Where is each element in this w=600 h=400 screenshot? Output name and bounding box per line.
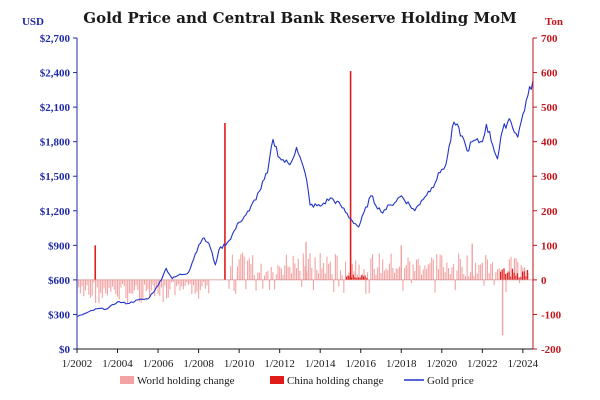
x-tick-label: 1/2012	[264, 358, 295, 370]
x-tick-label: 1/2018	[386, 358, 417, 370]
x-tick-label: 1/2008	[183, 358, 214, 370]
left-tick-label: $2,700	[40, 33, 71, 45]
right-tick-label: 700	[541, 33, 558, 45]
axes: $0 $300 $600 $900 $1,200 $1,500 $1,800 $2,100 $2…	[40, 33, 562, 370]
x-tick-label: 1/2016	[345, 358, 376, 370]
left-tick-label: $0	[59, 344, 71, 356]
x-tick-label: 1/2002	[62, 358, 93, 370]
left-tick-label: $300	[48, 309, 71, 321]
right-tick-label: -100	[541, 309, 562, 321]
legend-label: Gold price	[427, 375, 474, 387]
x-tick-label: 1/2004	[102, 358, 133, 370]
left-tick-label: $1,200	[40, 206, 71, 218]
x-tick-label: 1/2010	[224, 358, 255, 370]
plot-area	[76, 71, 534, 336]
legend: World holding change China holding change…	[120, 375, 474, 387]
legend-swatch	[120, 376, 134, 384]
x-tick-label: 1/2024	[508, 358, 539, 370]
right-axis-unit: Ton	[545, 16, 563, 28]
left-tick-label: $900	[48, 240, 71, 252]
gold-price-line	[76, 80, 534, 318]
right-tick-label: 600	[541, 68, 558, 80]
left-tick-label: $2,100	[40, 102, 71, 114]
chart-title: Gold Price and Central Bank Reserve Hold…	[83, 9, 516, 27]
left-tick-label: $1,800	[40, 137, 71, 149]
legend-swatch	[270, 376, 284, 384]
right-tick-label: -200	[541, 344, 562, 356]
x-tick-label: 1/2006	[143, 358, 174, 370]
right-tick-label: 400	[541, 137, 558, 149]
right-tick-label: 300	[541, 171, 558, 183]
x-tick-label: 1/2020	[427, 358, 458, 370]
legend-label: World holding change	[137, 375, 235, 387]
left-tick-label: $600	[48, 275, 71, 287]
left-tick-label: $2,400	[40, 68, 71, 80]
legend-label: China holding change	[287, 375, 384, 387]
right-tick-label: 200	[541, 206, 558, 218]
right-tick-label: 500	[541, 102, 558, 114]
left-axis-unit: USD	[22, 16, 44, 28]
right-tick-label: 100	[541, 240, 558, 252]
right-tick-label: 0	[541, 275, 547, 287]
x-tick-label: 1/2022	[467, 358, 498, 370]
left-tick-label: $1,500	[40, 171, 71, 183]
x-tick-label: 1/2014	[305, 358, 336, 370]
